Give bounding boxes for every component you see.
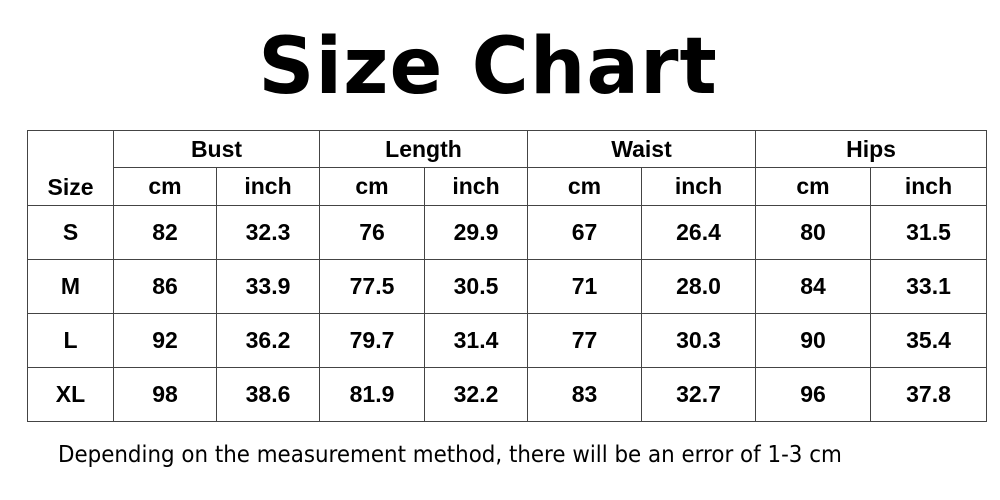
group-header-waist: Waist bbox=[527, 130, 756, 168]
table-row: L 92 36.2 79.7 31.4 77 30.3 90 35.4 bbox=[27, 313, 987, 368]
value-cell: 98 bbox=[113, 367, 217, 422]
size-cell: L bbox=[27, 313, 114, 368]
value-cell: 96 bbox=[755, 367, 871, 422]
group-header-hips: Hips bbox=[755, 130, 987, 168]
value-cell: 92 bbox=[113, 313, 217, 368]
value-cell: 29.9 bbox=[424, 205, 528, 260]
value-cell: 76 bbox=[319, 205, 425, 260]
value-cell: 82 bbox=[113, 205, 217, 260]
page-title: Size Chart bbox=[258, 22, 718, 112]
value-cell: 31.5 bbox=[870, 205, 987, 260]
group-header-row: Size Bust Length Waist Hips bbox=[27, 130, 987, 206]
unit-header: inch bbox=[641, 167, 756, 206]
value-cell: 30.3 bbox=[641, 313, 756, 368]
unit-header: inch bbox=[424, 167, 528, 206]
value-cell: 33.1 bbox=[870, 259, 987, 314]
value-cell: 79.7 bbox=[319, 313, 425, 368]
unit-header: cm bbox=[113, 167, 217, 206]
value-cell: 31.4 bbox=[424, 313, 528, 368]
unit-header: cm bbox=[755, 167, 871, 206]
value-cell: 28.0 bbox=[641, 259, 756, 314]
size-cell: S bbox=[27, 205, 114, 260]
table-row: S 82 32.3 76 29.9 67 26.4 80 31.5 bbox=[27, 205, 987, 260]
size-header: Size bbox=[27, 130, 114, 206]
size-cell: XL bbox=[27, 367, 114, 422]
value-cell: 84 bbox=[755, 259, 871, 314]
value-cell: 80 bbox=[755, 205, 871, 260]
unit-header: cm bbox=[527, 167, 642, 206]
value-cell: 30.5 bbox=[424, 259, 528, 314]
table-row: M 86 33.9 77.5 30.5 71 28.0 84 33.1 bbox=[27, 259, 987, 314]
unit-header: inch bbox=[216, 167, 320, 206]
value-cell: 71 bbox=[527, 259, 642, 314]
value-cell: 32.2 bbox=[424, 367, 528, 422]
group-header-bust: Bust bbox=[113, 130, 320, 168]
value-cell: 32.7 bbox=[641, 367, 756, 422]
value-cell: 86 bbox=[113, 259, 217, 314]
value-cell: 77 bbox=[527, 313, 642, 368]
unit-header-row: cm inch cm inch cm inch cm inch bbox=[28, 167, 987, 206]
table-row: XL 98 38.6 81.9 32.2 83 32.7 96 37.8 bbox=[27, 367, 987, 422]
value-cell: 38.6 bbox=[216, 367, 320, 422]
value-cell: 77.5 bbox=[319, 259, 425, 314]
value-cell: 81.9 bbox=[319, 367, 425, 422]
value-cell: 36.2 bbox=[216, 313, 320, 368]
size-table: Size Bust Length Waist Hips cm inch cm inch… bbox=[27, 130, 987, 422]
value-cell: 37.8 bbox=[870, 367, 987, 422]
value-cell: 83 bbox=[527, 367, 642, 422]
group-header-length: Length bbox=[319, 130, 528, 168]
value-cell: 33.9 bbox=[216, 259, 320, 314]
value-cell: 67 bbox=[527, 205, 642, 260]
unit-header: cm bbox=[319, 167, 425, 206]
unit-header: inch bbox=[870, 167, 987, 206]
value-cell: 90 bbox=[755, 313, 871, 368]
measurement-note: Depending on the measurement method, the… bbox=[58, 442, 842, 468]
value-cell: 26.4 bbox=[641, 205, 756, 260]
size-cell: M bbox=[27, 259, 114, 314]
value-cell: 35.4 bbox=[870, 313, 987, 368]
value-cell: 32.3 bbox=[216, 205, 320, 260]
